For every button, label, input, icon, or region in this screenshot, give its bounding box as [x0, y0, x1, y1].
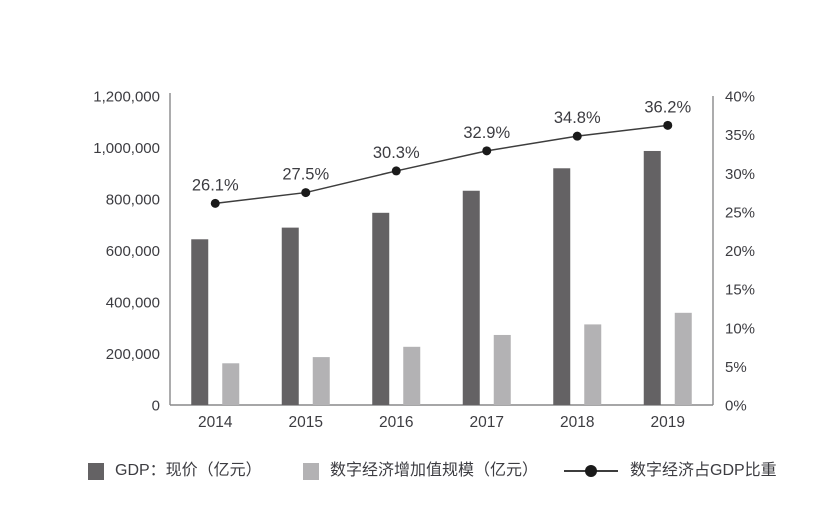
gdp-ratio-label-2015: 27.5% — [282, 166, 329, 184]
x-axis-label-2015: 2015 — [289, 414, 323, 431]
digital-economy-bar-2015 — [312, 357, 330, 405]
gdp-ratio-label-2017: 32.9% — [463, 124, 510, 142]
right-axis-tick-3: 15% — [725, 282, 755, 299]
digital-economy-bar-2016 — [403, 346, 421, 405]
gdp-bar-2016 — [372, 212, 390, 405]
gdp-bar-swatch-icon — [88, 462, 104, 480]
line-dot-marker-icon — [564, 465, 618, 477]
x-axis-label-2019: 2019 — [651, 414, 685, 431]
right-axis-tick-4: 20% — [725, 243, 755, 260]
gdp-digital-economy-combo-chart: 0 200,000 400,000 600,000 800,000 1,000,000 1,… — [93, 89, 755, 432]
right-axis-tick-1: 5% — [725, 359, 747, 376]
gdp-ratio-label-2014: 26.1% — [192, 176, 239, 194]
legend-item-gdp: GDP：现价（亿元） — [88, 461, 262, 481]
right-axis-tick-0: 0% — [725, 398, 747, 415]
gdp-bar-2014 — [191, 239, 209, 405]
legend-label-digital-economy: 数字经济增加值规模（亿元） — [330, 462, 539, 479]
gdp-ratio-dot-2019 — [663, 120, 673, 130]
legend-label-gdp: GDP：现价（亿元） — [115, 462, 262, 479]
gdp-ratio-dot-2016 — [391, 166, 401, 176]
gdp-ratio-label-2016: 30.3% — [373, 144, 420, 162]
right-axis-tick-6: 30% — [725, 166, 755, 183]
x-axis-label-2018: 2018 — [560, 414, 594, 431]
right-axis-tick-5: 25% — [725, 204, 755, 221]
left-axis-tick-6: 1,200,000 — [93, 89, 160, 106]
gdp-ratio-label-2018: 34.8% — [554, 109, 601, 127]
digital-economy-bar-2019 — [674, 312, 692, 405]
gdp-ratio-dot-2015 — [301, 188, 311, 198]
digital-economy-bar-2017 — [493, 334, 511, 405]
digital-economy-bar-2018 — [584, 324, 602, 405]
x-axis-label-2016: 2016 — [379, 414, 413, 431]
right-axis-tick-8: 40% — [725, 89, 755, 106]
legend-item-gdp-ratio: 数字经济占GDP比重 — [564, 461, 777, 481]
gdp-bar-2018 — [553, 168, 571, 405]
gdp-bar-2019 — [643, 150, 661, 405]
gdp-ratio-dot-2014 — [210, 198, 220, 208]
gdp-ratio-label-2019: 36.2% — [644, 98, 691, 116]
legend-label-gdp-ratio: 数字经济占GDP比重 — [630, 462, 777, 479]
digital-economy-bar-swatch-icon — [303, 462, 319, 480]
gdp-bar-2015 — [281, 227, 299, 405]
digital-economy-bar-2014 — [222, 363, 240, 405]
left-axis-tick-2: 400,000 — [106, 295, 160, 312]
right-axis-tick-2: 10% — [725, 320, 755, 337]
x-axis-label-2017: 2017 — [470, 414, 504, 431]
gdp-ratio-line — [215, 124, 668, 205]
gdp-ratio-dot-2018 — [572, 131, 582, 141]
right-axis-tick-7: 35% — [725, 127, 755, 144]
legend-item-digital-economy: 数字经济增加值规模（亿元） — [303, 461, 538, 481]
left-axis-tick-5: 1,000,000 — [93, 140, 160, 157]
left-axis-tick-4: 800,000 — [106, 192, 160, 209]
left-axis-tick-1: 200,000 — [106, 346, 160, 363]
line-dot-icon — [585, 465, 597, 477]
x-axis-label-2014: 2014 — [198, 414, 233, 431]
gdp-ratio-dot-2017 — [482, 146, 492, 156]
gdp-bar-2017 — [462, 190, 480, 405]
left-axis-tick-0: 0 — [152, 398, 160, 415]
left-axis-tick-3: 600,000 — [106, 243, 160, 260]
